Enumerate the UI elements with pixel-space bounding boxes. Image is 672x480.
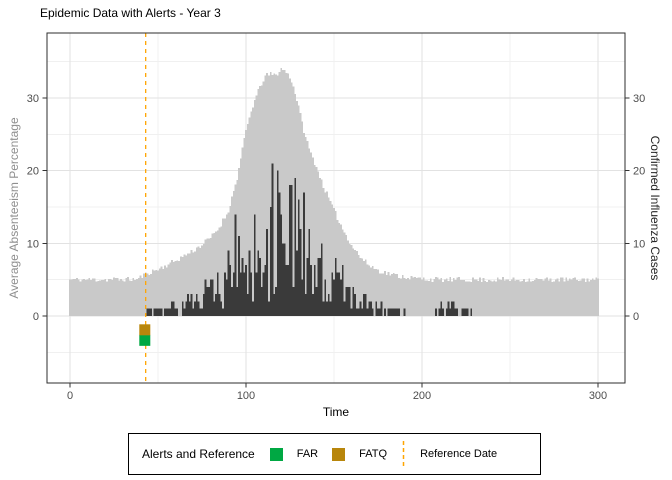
y-right-tick-label: 30 xyxy=(633,93,645,105)
fatq-swatch-icon xyxy=(332,447,346,461)
legend-item-reference-date: Reference Date xyxy=(401,440,497,468)
x-axis-title: Time xyxy=(322,405,350,419)
y-left-tick-label: 20 xyxy=(27,166,39,178)
y-axis-left-title: Average Absenteeism Percentage xyxy=(7,117,21,299)
x-tick-label: 200 xyxy=(413,390,431,402)
y-right-tick-label: 10 xyxy=(633,238,645,250)
legend-item-label: Reference Date xyxy=(420,448,498,460)
legend-item-far: FAR xyxy=(269,447,319,461)
influenza-bars xyxy=(146,163,473,316)
legend-title: Alerts and Reference xyxy=(142,447,255,461)
absenteeism-area xyxy=(69,68,599,316)
alert-marker-fatq xyxy=(139,324,151,336)
dashed-line-icon xyxy=(402,441,405,467)
far-swatch-icon xyxy=(269,447,283,461)
alert-marker-far xyxy=(139,334,151,346)
legend-item-label: FATQ xyxy=(359,448,388,460)
y-left-tick-label: 30 xyxy=(27,93,39,105)
legend: Alerts and Reference FAR FATQ Reference … xyxy=(128,433,541,475)
panel-background xyxy=(47,33,625,383)
chart-title: Epidemic Data with Alerts - Year 3 xyxy=(40,6,221,20)
legend-item-label: FAR xyxy=(296,448,319,460)
y-left-tick-label: 10 xyxy=(27,238,39,250)
y-left-tick-label: 0 xyxy=(33,311,39,323)
x-tick-label: 0 xyxy=(67,390,73,402)
y-right-tick-label: 0 xyxy=(633,311,639,323)
y-axis-right-title: Confirmed Influenza Cases xyxy=(648,135,662,281)
legend-item-fatq: FATQ xyxy=(332,447,388,461)
x-tick-label: 300 xyxy=(589,390,607,402)
panel-border xyxy=(46,32,626,384)
y-right-tick-label: 20 xyxy=(633,166,645,178)
x-tick-label: 100 xyxy=(237,390,255,402)
